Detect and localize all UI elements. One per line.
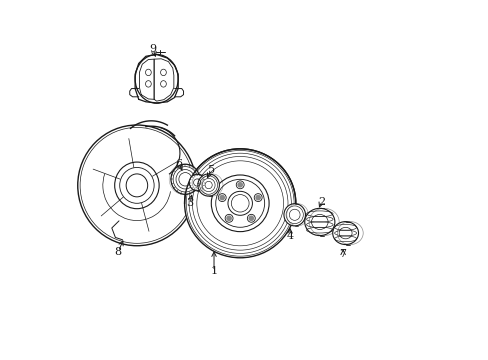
Ellipse shape [218,194,226,202]
Ellipse shape [224,214,233,222]
Text: 1: 1 [210,266,217,276]
Ellipse shape [226,215,231,221]
Ellipse shape [135,54,178,103]
Ellipse shape [219,195,224,201]
Ellipse shape [284,204,305,226]
Text: 3: 3 [186,198,193,208]
Ellipse shape [254,194,262,202]
Text: 5: 5 [207,165,214,175]
Ellipse shape [184,149,295,258]
Ellipse shape [189,174,204,191]
Ellipse shape [236,181,244,189]
Ellipse shape [237,182,243,188]
Text: 9: 9 [149,44,156,54]
Ellipse shape [227,191,252,215]
Ellipse shape [126,174,147,197]
Ellipse shape [332,222,358,244]
Ellipse shape [211,175,268,231]
Ellipse shape [198,174,219,196]
Text: 2: 2 [317,197,325,207]
Text: 4: 4 [286,231,293,240]
Text: 7: 7 [339,248,346,258]
Ellipse shape [171,164,199,194]
Text: 8: 8 [115,247,122,257]
Ellipse shape [115,162,159,209]
Ellipse shape [78,125,196,246]
Text: 6: 6 [175,159,183,169]
Ellipse shape [247,214,255,222]
Ellipse shape [248,215,254,221]
Ellipse shape [304,208,334,235]
Ellipse shape [255,195,261,201]
